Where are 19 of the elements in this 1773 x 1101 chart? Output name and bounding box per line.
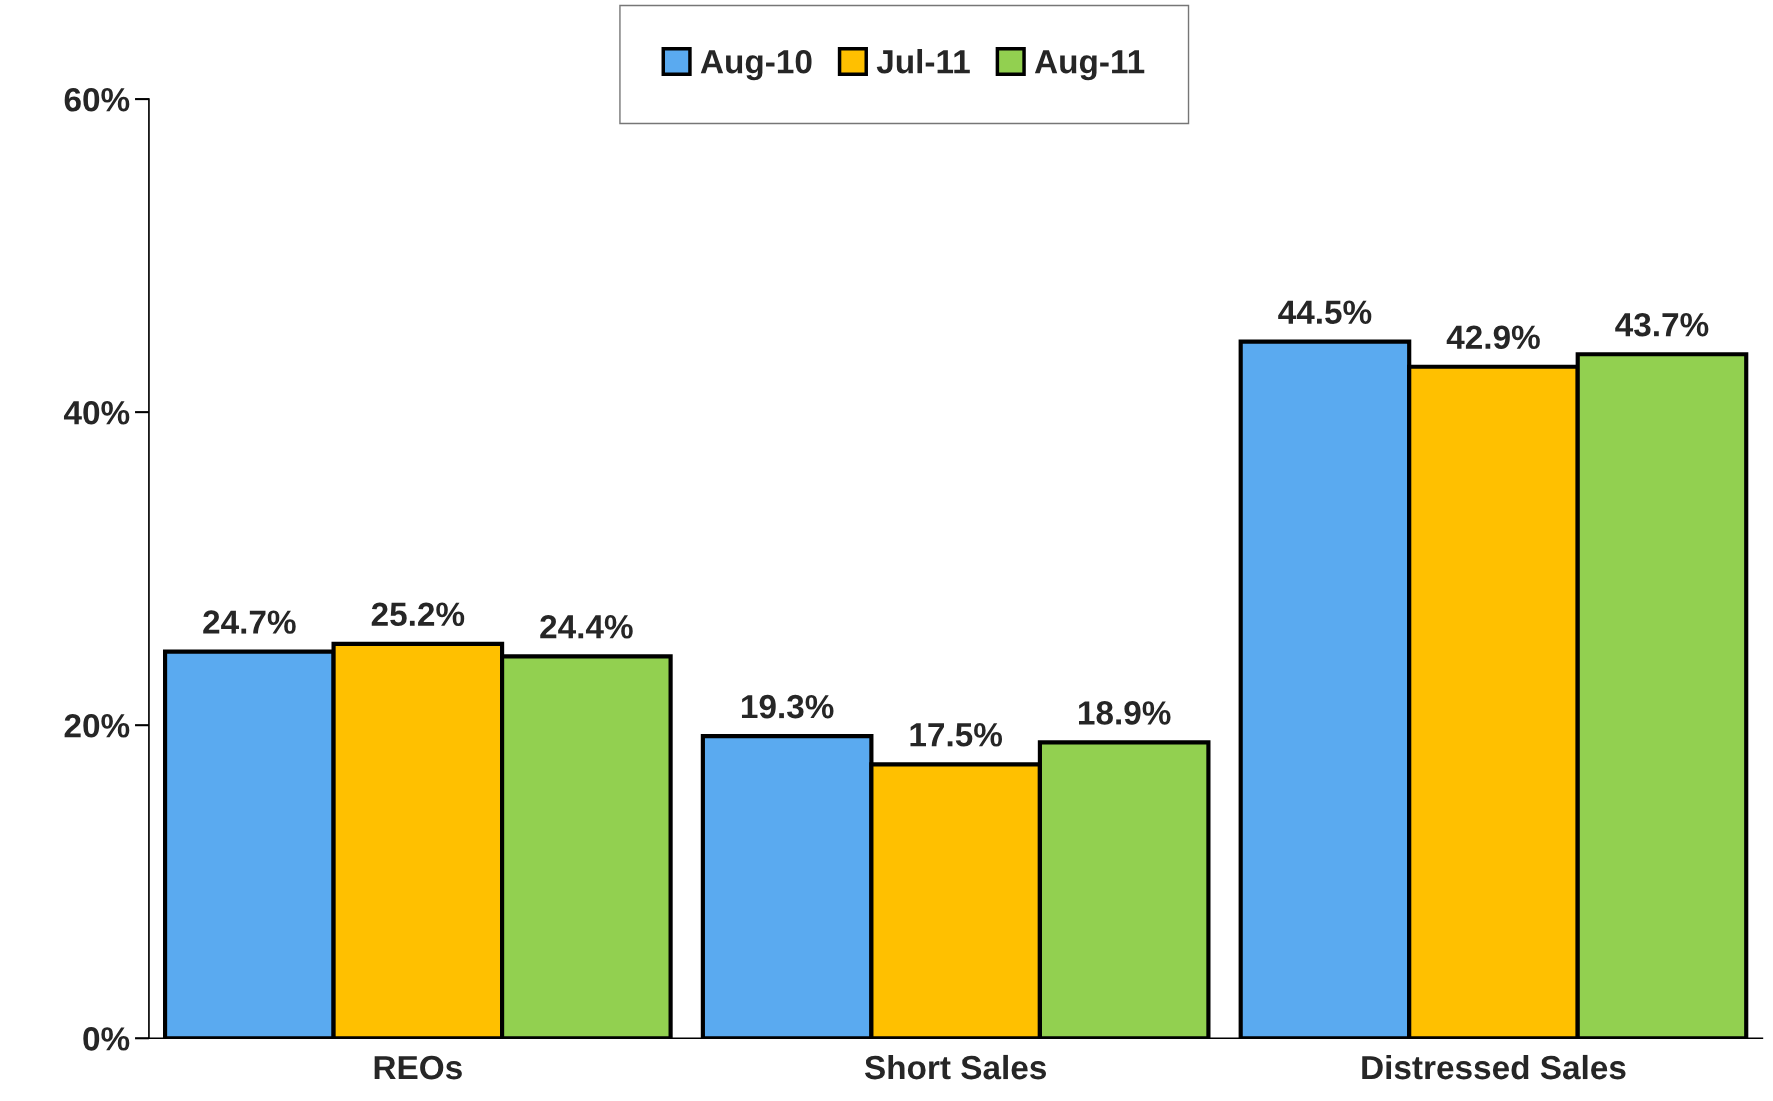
legend-label: Jul-11 <box>876 49 970 74</box>
data-label: 24.4% <box>540 615 633 639</box>
data-label: 19.3% <box>741 694 834 719</box>
x-tick-label: REOs <box>374 1055 462 1080</box>
data-label: 42.9% <box>1446 325 1540 350</box>
data-label: 25.2% <box>371 602 465 627</box>
data-label: 24.7% <box>203 610 296 634</box>
x-tick-label: Short Sales <box>864 1054 1046 1080</box>
y-tick-label: 0% <box>83 1027 130 1051</box>
data-label: 44.5% <box>1278 300 1372 324</box>
legend-label: Aug-11 <box>1034 50 1145 81</box>
y-tick-label: 20% <box>64 713 130 738</box>
data-label: 43.7% <box>1615 312 1709 337</box>
y-tick-label: 60% <box>64 87 130 112</box>
y-tick-label: 40% <box>63 400 130 425</box>
data-label: 18.9% <box>1079 701 1171 725</box>
x-tick-label: Distressed Sales <box>1362 1054 1626 1080</box>
data-label: 17.5% <box>910 723 1003 747</box>
legend-label: Aug-10 <box>700 49 812 81</box>
